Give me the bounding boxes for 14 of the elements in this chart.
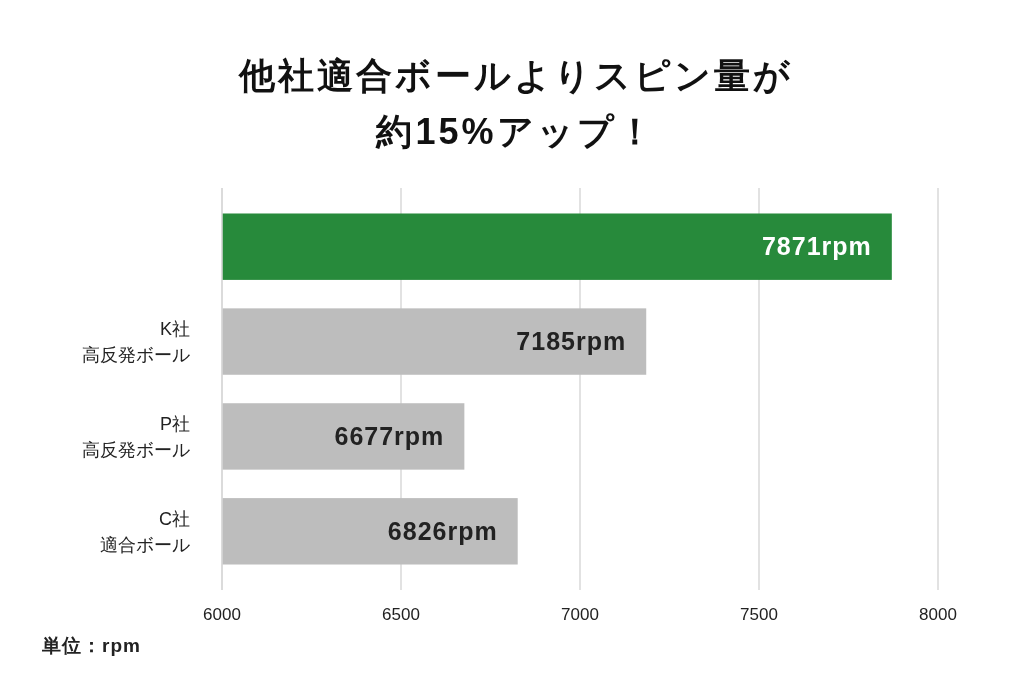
data-label: 7871rpm <box>761 232 872 261</box>
data-label: 7185rpm <box>516 327 627 356</box>
x-tick-label: 7000 <box>561 605 599 624</box>
data-label: 6826rpm <box>387 517 498 546</box>
y-tick-label: P社高反発ボール <box>82 413 190 460</box>
text: 単位：rpm <box>41 635 141 656</box>
data-label: 6677rpm <box>334 422 445 451</box>
x-tick-label: 6500 <box>382 605 420 624</box>
y-tick-label: C社適合ボール <box>100 508 190 555</box>
x-tick-label: 7500 <box>740 605 778 624</box>
x-tick-label: 6000 <box>203 605 241 624</box>
x-tick-label: 8000 <box>919 605 957 624</box>
chart-title: 他社適合ボールよりスピン量が約15%アップ！ <box>238 55 793 152</box>
y-tick-label: K社高反発ボール <box>82 318 190 365</box>
